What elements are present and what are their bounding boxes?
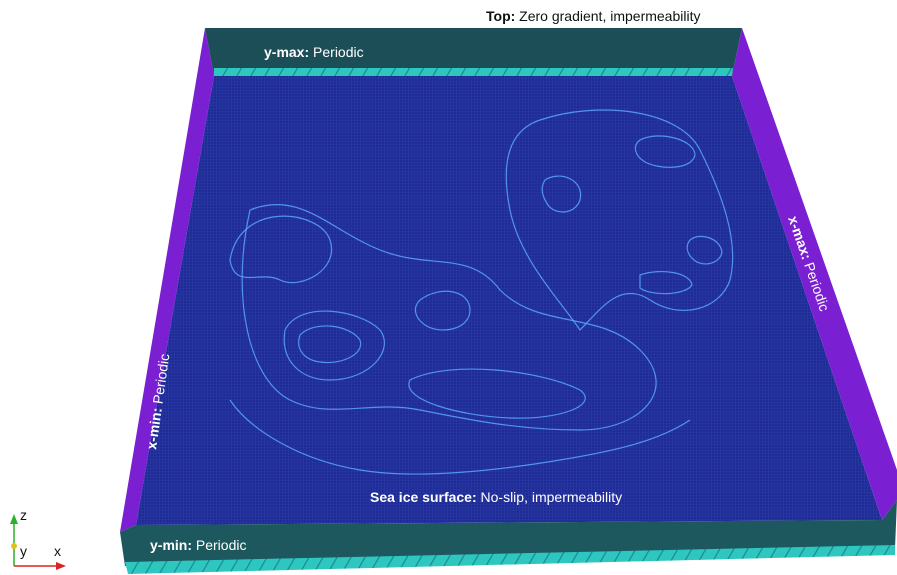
- axis-z: z: [20, 507, 27, 523]
- y-min-label: y-min: Periodic: [150, 537, 246, 553]
- label-text: Periodic: [196, 537, 247, 553]
- axes-triad: z y x: [10, 507, 66, 570]
- label-text: Periodic: [150, 353, 173, 405]
- surface-label: Sea ice surface: No-slip, impermeability: [370, 489, 622, 505]
- back-wall: [205, 28, 742, 76]
- label-key: y-min:: [150, 537, 192, 553]
- top-label: Top: Zero gradient, impermeability: [486, 8, 700, 24]
- sea-ice-surface: [136, 76, 882, 525]
- label-key: y-max:: [264, 44, 309, 60]
- left-wall: [120, 28, 214, 532]
- label-text: Zero gradient, impermeability: [519, 8, 700, 24]
- y-max-label: y-max: Periodic: [264, 44, 364, 60]
- axis-y: y: [20, 543, 27, 559]
- x-min-label: x-min: Periodic: [143, 353, 172, 451]
- label-text: Periodic: [313, 44, 364, 60]
- front-wall-strip: [125, 545, 895, 574]
- axis-x: x: [54, 543, 61, 559]
- contours: [229, 109, 734, 475]
- back-wall-strip: [214, 68, 733, 76]
- label-key: Top:: [486, 8, 515, 24]
- label-key: Sea ice surface:: [370, 489, 477, 505]
- label-key: x-min:: [143, 407, 165, 451]
- label-text: No-slip, impermeability: [481, 489, 623, 505]
- right-wall: [732, 28, 897, 520]
